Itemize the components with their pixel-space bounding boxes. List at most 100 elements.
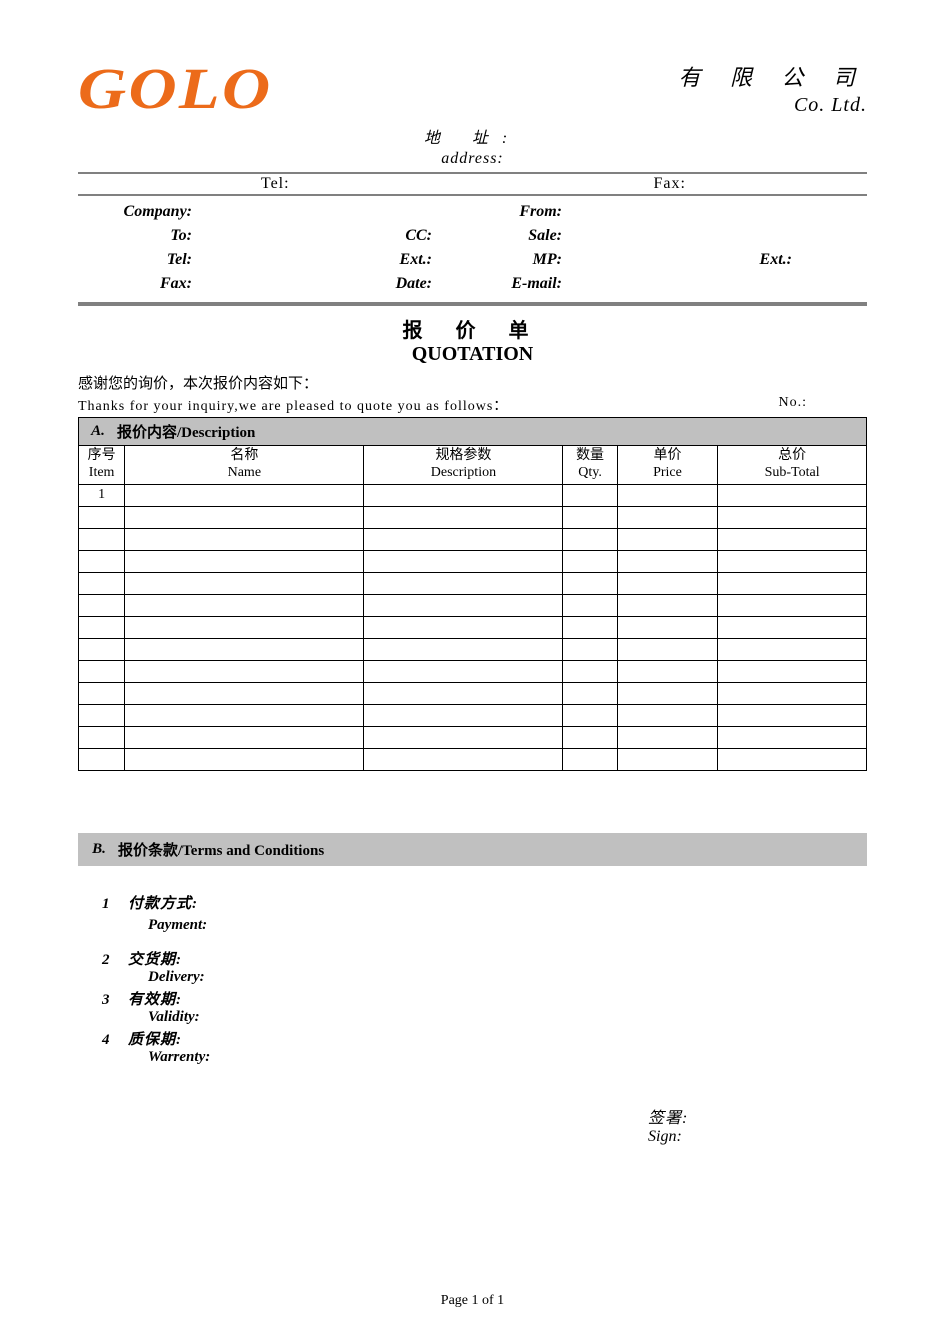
document-title-en: QUOTATION: [78, 343, 867, 366]
term-number: 2: [102, 952, 128, 969]
term-number: 1: [102, 896, 128, 913]
table-cell: [718, 638, 867, 660]
table-cell: [563, 572, 617, 594]
logo: GOLO: [78, 60, 272, 118]
table-cell: [79, 528, 125, 550]
table-cell: [718, 550, 867, 572]
table-cell: [79, 660, 125, 682]
table-cell: [563, 704, 617, 726]
document-title-cn: 报 价 单: [78, 314, 867, 343]
table-cell: [617, 660, 718, 682]
table-cell: [79, 726, 125, 748]
table-cell: [79, 748, 125, 770]
table-row: [79, 748, 867, 770]
address-block: 地 址: address:: [78, 124, 867, 168]
table-cell: [125, 594, 364, 616]
table-cell: [617, 726, 718, 748]
table-cell: [79, 616, 125, 638]
contact-label: MP:: [468, 248, 568, 272]
term-label-en: Warrenty:: [148, 1049, 867, 1066]
table-cell: [125, 616, 364, 638]
term-row: 3有效期:: [102, 988, 867, 1009]
table-cell: [364, 660, 563, 682]
contact-label: Tel:: [78, 248, 198, 272]
term-item: 4质保期:Warrenty:: [102, 1028, 867, 1066]
column-header: 单价Price: [617, 446, 718, 485]
table-cell: [364, 616, 563, 638]
table-cell: [718, 572, 867, 594]
table-row: [79, 528, 867, 550]
intro-en: Thanks for your inquiry,we are pleased t…: [78, 395, 508, 415]
table-cell: [718, 506, 867, 528]
table-cell: [617, 594, 718, 616]
section-a-letter: A.: [85, 423, 111, 440]
table-cell: [617, 682, 718, 704]
sign-label-cn: 签署:: [648, 1104, 867, 1128]
contact-label: [698, 200, 798, 224]
term-label-en: Payment:: [148, 917, 867, 934]
contact-label: From:: [468, 200, 568, 224]
table-cell: [125, 726, 364, 748]
contact-row: Tel:Ext.:MP:Ext.:: [78, 248, 867, 272]
table-cell: [563, 594, 617, 616]
term-row: 1付款方式:: [102, 892, 867, 913]
table-cell: [79, 638, 125, 660]
table-cell: [718, 748, 867, 770]
table-cell: [125, 660, 364, 682]
table-cell: [617, 638, 718, 660]
table-cell: [563, 550, 617, 572]
table-cell: [718, 616, 867, 638]
table-cell: [364, 572, 563, 594]
term-row: 4质保期:: [102, 1028, 867, 1049]
term-label-cn: 交货期:: [128, 948, 182, 969]
address-label-en: address:: [78, 150, 867, 168]
contact-row: Fax:Date:E-mail:: [78, 272, 867, 296]
table-cell: [563, 506, 617, 528]
table-cell: [364, 506, 563, 528]
contact-row: Company:From:: [78, 200, 867, 224]
table-cell: [79, 594, 125, 616]
page: GOLO 有 限 公 司 Co. Ltd. 地 址: address: Tel:…: [0, 0, 945, 1337]
table-cell: [718, 528, 867, 550]
column-header: 名称Name: [125, 446, 364, 485]
table-cell: [364, 704, 563, 726]
table-cell: [79, 704, 125, 726]
table-row: [79, 616, 867, 638]
contact-label: [698, 272, 798, 296]
table-cell: [617, 484, 718, 506]
header-row: GOLO 有 限 公 司 Co. Ltd.: [78, 60, 867, 118]
contact-row: To:CC:Sale:: [78, 224, 867, 248]
term-label-cn: 质保期:: [128, 1028, 182, 1049]
table-cell: [718, 484, 867, 506]
section-a-title: 报价内容/Description: [117, 421, 255, 442]
table-cell: [79, 572, 125, 594]
table-cell: [617, 528, 718, 550]
contact-label: Sale:: [468, 224, 568, 248]
table-cell: [718, 660, 867, 682]
table-cell: [563, 748, 617, 770]
table-cell: [125, 682, 364, 704]
contact-label: Fax:: [78, 272, 198, 296]
table-cell: [563, 484, 617, 506]
table-cell: [364, 594, 563, 616]
tel-fax-row: Tel: Fax:: [78, 172, 867, 196]
sign-label-en: Sign:: [648, 1128, 867, 1146]
table-cell: [563, 682, 617, 704]
table-cell: [125, 484, 364, 506]
term-label-cn: 有效期:: [128, 988, 182, 1009]
table-cell: [718, 682, 867, 704]
table-row: [79, 660, 867, 682]
contact-label: Ext.:: [268, 248, 438, 272]
table-cell: [563, 528, 617, 550]
table-cell: [563, 616, 617, 638]
table-row: [79, 638, 867, 660]
contact-label: [268, 200, 438, 224]
table-cell: [364, 528, 563, 550]
intro-cn: 感谢您的询价，本次报价内容如下：: [78, 372, 867, 393]
intro-row: Thanks for your inquiry,we are pleased t…: [78, 395, 867, 415]
table-row: [79, 704, 867, 726]
company-title-en: Co. Ltd.: [678, 94, 867, 117]
table-cell: [718, 704, 867, 726]
table-cell: [79, 506, 125, 528]
company-title-cn: 有 限 公 司: [678, 60, 867, 92]
